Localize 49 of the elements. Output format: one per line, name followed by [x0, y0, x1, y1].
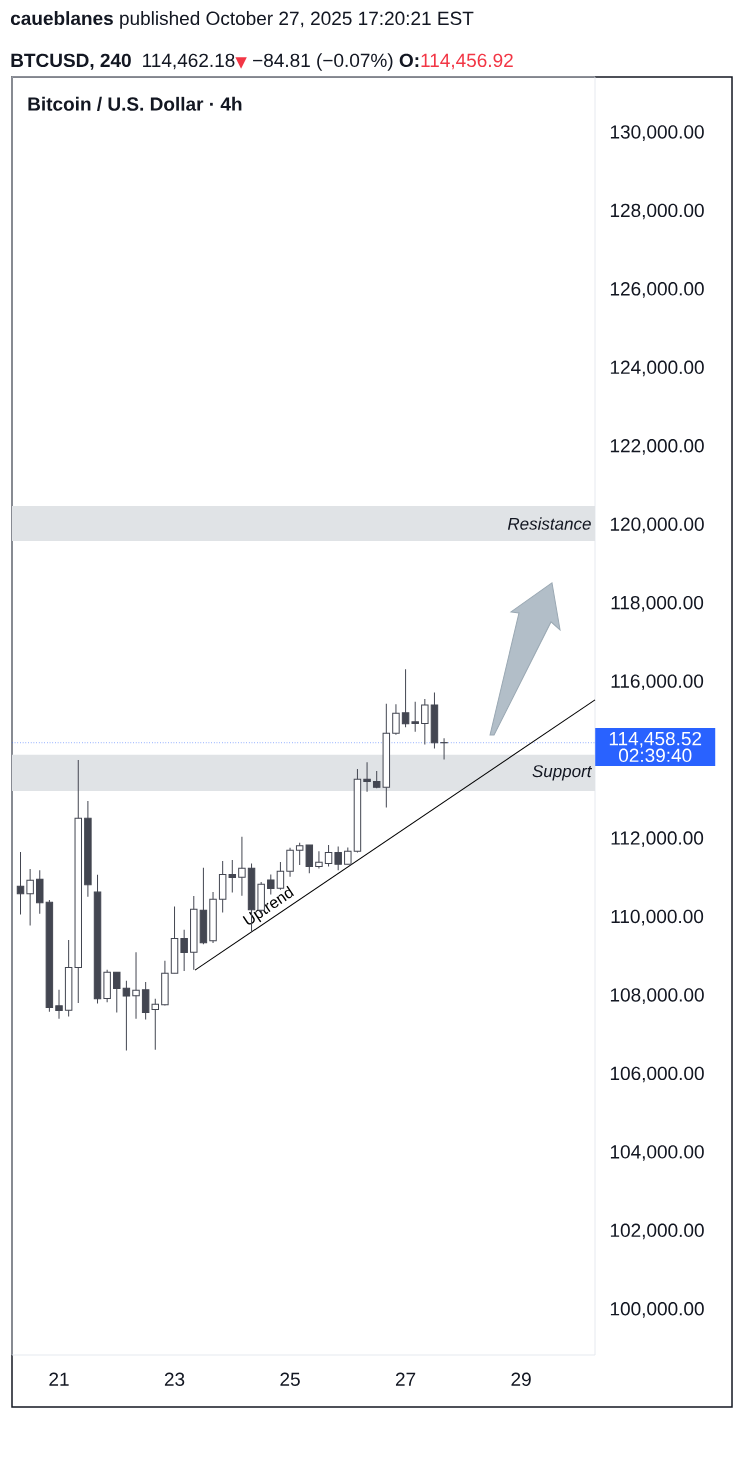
x-tick-label: 27 [395, 1372, 416, 1386]
x-tick-label: 25 [280, 1372, 300, 1386]
text: 02:39:40 [618, 748, 692, 763]
candlestick [401, 668, 410, 728]
x-tick-label: 21 [49, 1372, 69, 1386]
candlestick [113, 971, 121, 1014]
y-tick-label: 100,000.00 [610, 1302, 704, 1318]
text: O: [399, 53, 419, 68]
y-tick-label: 128,000.00 [610, 203, 704, 220]
text: −84.81 (−0.07%) [253, 53, 393, 71]
text: 114,456.92 [421, 53, 513, 70]
y-tick-label: 118,000.00 [611, 595, 704, 612]
y-tick-label: 104,000.00 [610, 1145, 704, 1161]
band-label: Support [532, 765, 593, 781]
text: BTCUSD, 240 [11, 53, 131, 70]
y-tick-label: 102,000.00 [610, 1223, 704, 1240]
candlestick [440, 737, 448, 761]
text: Bitcoin / U.S. Dollar · 4h [28, 96, 242, 111]
band-label: Resistance [507, 517, 591, 530]
x-tick-label: 29 [511, 1372, 531, 1386]
candlestick [421, 698, 429, 746]
y-tick-label: 106,000.00 [610, 1066, 704, 1083]
candlestick [180, 929, 188, 972]
candlestick [334, 846, 342, 871]
text: 114,462.18 [143, 53, 235, 70]
y-tick-label: 124,000.00 [610, 360, 704, 377]
candlestick [411, 701, 419, 733]
candlestick [122, 980, 131, 1052]
y-tick-label: 108,000.00 [610, 988, 704, 1004]
candlestick [392, 703, 400, 736]
candlestick [26, 868, 34, 926]
candlestick [16, 851, 25, 915]
y-tick-label: 130,000.00 [610, 125, 704, 141]
candlestick [363, 761, 371, 793]
y-tick-label: 112,000.00 [611, 831, 704, 848]
candlestick [132, 951, 140, 1020]
ref-line-label: 114,458.52 [609, 731, 702, 748]
candlestick [286, 847, 294, 878]
y-tick-label: 110,000.00 [611, 909, 704, 926]
x-tick-label: 23 [164, 1372, 185, 1386]
y-tick-label: 126,000.00 [610, 282, 704, 298]
text: caueblanes published October 27, 2025 17:20:21 EST [10, 11, 474, 29]
y-tick-label: 116,000.00 [611, 674, 704, 691]
candlestick [315, 850, 323, 870]
text: ▼ [235, 57, 247, 69]
y-tick-label: 122,000.00 [610, 439, 704, 455]
candlestick [55, 989, 63, 1020]
candlestick [324, 844, 333, 868]
y-tick-label: 120,000.00 [610, 517, 704, 534]
